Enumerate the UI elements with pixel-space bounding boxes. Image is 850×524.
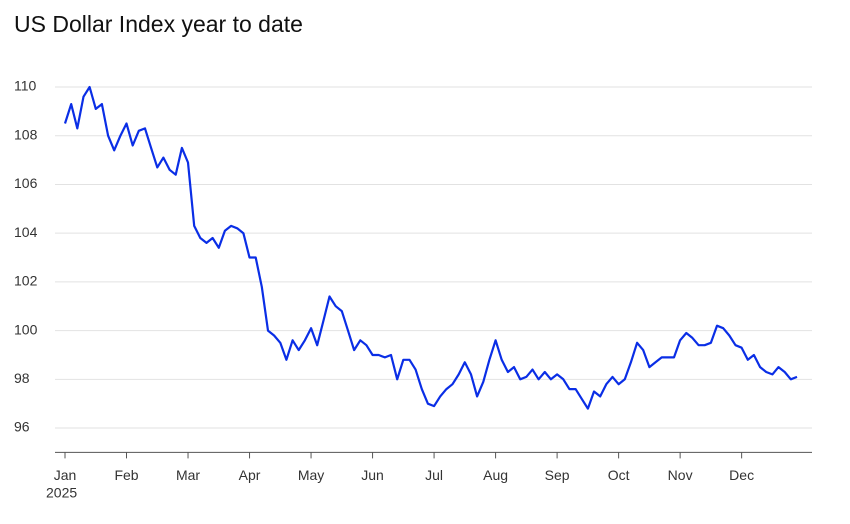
x-tick-label: Dec [729, 467, 754, 483]
year-label: 2025 [46, 485, 77, 501]
x-tick-label: Mar [176, 467, 200, 483]
y-tick-label: 110 [14, 78, 37, 94]
y-tick-label: 106 [14, 175, 38, 191]
x-tick-label: Sep [545, 467, 570, 483]
y-tick-label: 96 [14, 419, 30, 435]
x-tick-label: Jan [54, 467, 77, 483]
x-tick-label: Apr [239, 467, 261, 483]
y-tick-label: 104 [14, 224, 38, 240]
data-line [63, 85, 798, 410]
x-tick-label: Feb [114, 467, 138, 483]
x-tick-label: Jul [425, 467, 443, 483]
x-tick-label: Aug [483, 467, 508, 483]
x-tick-label: Oct [608, 467, 630, 483]
y-tick-label: 108 [14, 126, 38, 142]
x-tick-label: Jun [361, 467, 384, 483]
x-tick-label: May [298, 467, 324, 483]
chart-title: US Dollar Index year to date [14, 11, 303, 37]
y-tick-label: 98 [14, 370, 30, 386]
y-tick-label: 102 [14, 273, 38, 289]
y-tick-label: 100 [14, 321, 38, 337]
x-tick-label: Nov [668, 467, 693, 483]
